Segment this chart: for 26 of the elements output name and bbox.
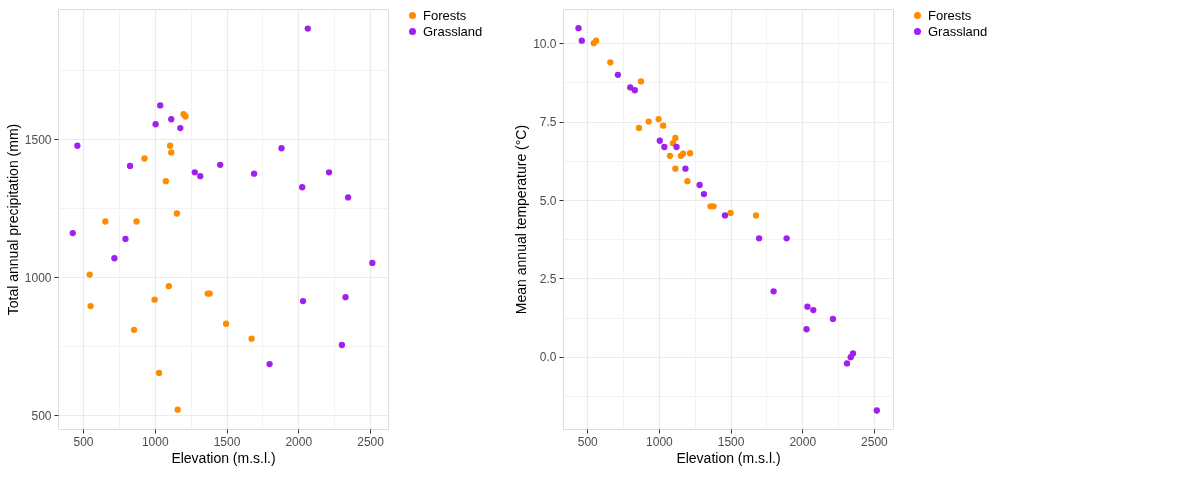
- y-tick-label: 10.0: [533, 36, 557, 51]
- y-tick-label: 0.0: [539, 350, 557, 365]
- x-tick-label: 2000: [285, 434, 313, 449]
- legend-label: Forests: [928, 7, 972, 23]
- legend-label: Grassland: [928, 23, 988, 39]
- x-axis-title: Elevation (m.s.l.): [171, 449, 276, 466]
- legend-label: Forests: [423, 7, 467, 23]
- x-tick-label: 1000: [646, 434, 674, 449]
- y-axis-title: Total annual precipitation (mm): [4, 123, 21, 316]
- y-tick-label: 1500: [24, 132, 52, 147]
- y-tick-label: 5.0: [539, 193, 557, 208]
- x-tick-label: 1500: [213, 434, 241, 449]
- x-tick-label: 2500: [357, 434, 385, 449]
- y-axis-title: Mean annual temperature (°C): [513, 124, 530, 315]
- x-tick-label: 500: [73, 434, 94, 449]
- x-tick-label: 1500: [717, 434, 745, 449]
- x-tick-label: 2500: [861, 434, 889, 449]
- y-tick-label: 1000: [24, 270, 52, 285]
- x-tick-label: 1000: [141, 434, 169, 449]
- y-tick-label: 2.5: [539, 271, 557, 286]
- x-tick-label: 500: [577, 434, 599, 449]
- x-tick-label: 2000: [789, 434, 817, 449]
- x-axis-title: Elevation (m.s.l.): [676, 449, 781, 466]
- y-tick-label: 7.5: [539, 115, 557, 130]
- y-tick-label: 500: [31, 408, 52, 423]
- legend-label: Grassland: [423, 23, 483, 39]
